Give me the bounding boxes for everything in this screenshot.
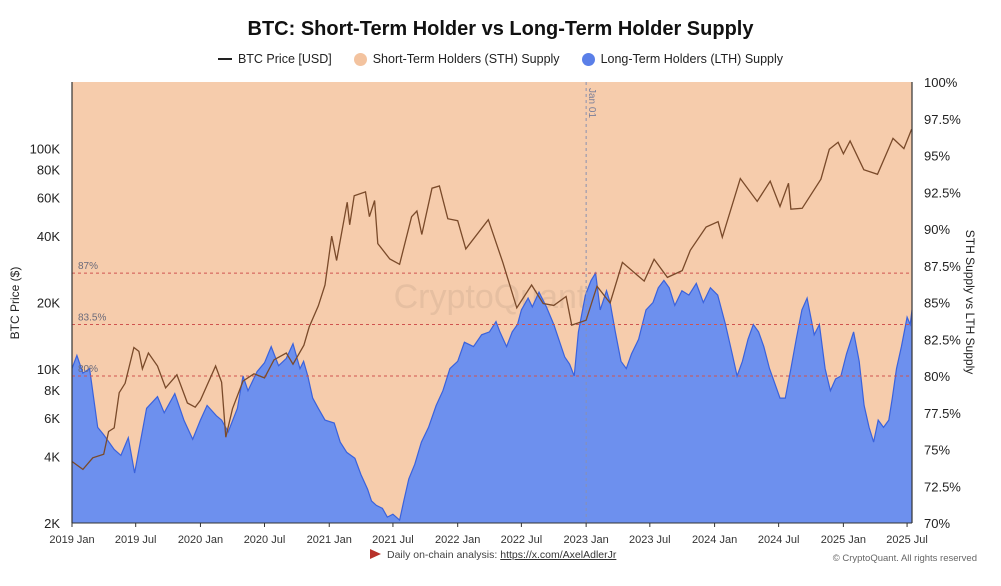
y-left-tick-label: 60K: [37, 190, 60, 205]
footer-text: Daily on-chain analysis:: [387, 549, 498, 561]
legend-label-price: BTC Price [USD]: [237, 52, 332, 66]
legend-label-sth: Short-Term Holders (STH) Supply: [372, 52, 560, 66]
y-right-tick-label: 70%: [924, 516, 950, 531]
legend-item-lth[interactable]: Long-Term Holders (LTH) Supply: [581, 52, 784, 66]
legend-dot-sth: [353, 52, 367, 66]
x-tick-label: 2024 Jul: [758, 534, 800, 546]
y-right-tick-label: 95%: [924, 149, 950, 164]
y-right-tick-label: 75%: [924, 443, 950, 458]
flag-icon: [370, 549, 381, 559]
y-left-tick-label: 40K: [37, 229, 60, 244]
y-left-tick-label: 6K: [44, 411, 60, 426]
legend-line-swatch: [217, 58, 232, 60]
y-left-tick-label: 20K: [37, 296, 60, 311]
date-marker-label: Jan 01: [586, 88, 597, 118]
x-tick-label: 2019 Jul: [115, 534, 157, 546]
x-tick-label: 2020 Jan: [178, 534, 223, 546]
y-left-tick-label: 8K: [44, 383, 60, 398]
watermark: CryptoQuant: [394, 278, 587, 316]
y-right-tick-label: 72.5%: [924, 479, 961, 494]
lth-area: [72, 273, 912, 523]
legend: BTC Price [USD] Short-Term Holders (STH)…: [0, 52, 1001, 66]
x-tick-label: 2022 Jul: [501, 534, 543, 546]
x-tick-label: 2023 Jul: [629, 534, 671, 546]
x-tick-label: 2021 Jan: [307, 534, 352, 546]
y-left-tick-label: 4K: [44, 450, 60, 465]
x-tick-label: 2024 Jan: [692, 534, 737, 546]
reference-label: 80%: [78, 364, 98, 375]
x-tick-label: 2023 Jan: [564, 534, 609, 546]
x-tick-label: 2025 Jan: [821, 534, 866, 546]
y-right-tick-label: 97.5%: [924, 112, 961, 127]
x-tick-label: 2019 Jan: [49, 534, 94, 546]
y-right-tick-label: 100%: [924, 75, 958, 90]
legend-item-sth[interactable]: Short-Term Holders (STH) Supply: [353, 52, 560, 66]
y-right-tick-label: 90%: [924, 222, 950, 237]
y-left-tick-label: 2K: [44, 516, 60, 531]
x-tick-label: 2022 Jan: [435, 534, 480, 546]
legend-label-lth: Long-Term Holders (LTH) Supply: [600, 52, 784, 66]
y-left-tick-label: 80K: [37, 163, 60, 178]
legend-item-price[interactable]: BTC Price [USD]: [217, 52, 332, 66]
y-right-tick-label: 85%: [924, 296, 950, 311]
y-right-tick-label: 92.5%: [924, 185, 961, 200]
reference-label: 83.5%: [78, 313, 106, 324]
reference-label: 87%: [78, 261, 98, 272]
footer-link[interactable]: https://x.com/AxelAdlerJr: [500, 549, 617, 561]
y-left-axis-label: BTC Price ($): [8, 267, 22, 340]
y-right-tick-label: 80%: [924, 369, 950, 384]
y-left-tick-label: 10K: [37, 362, 60, 377]
x-tick-label: 2020 Jul: [244, 534, 286, 546]
footer: Daily on-chain analysis: https://x.com/A…: [370, 549, 616, 561]
y-right-tick-label: 77.5%: [924, 406, 961, 421]
y-left-tick-label: 100K: [30, 141, 61, 156]
y-right-axis-label: STH Supply vs LTH Supply: [963, 230, 977, 375]
x-tick-label: 2025 Jul: [886, 534, 928, 546]
x-tick-label: 2021 Jul: [372, 534, 414, 546]
y-right-tick-label: 82.5%: [924, 332, 961, 347]
copyright: © CryptoQuant. All rights reserved: [832, 553, 977, 564]
legend-dot-lth: [581, 52, 595, 66]
price-line: [71, 129, 913, 471]
chart-title: BTC: Short-Term Holder vs Long-Term Hold…: [247, 18, 754, 40]
y-right-tick-label: 87.5%: [924, 259, 961, 274]
